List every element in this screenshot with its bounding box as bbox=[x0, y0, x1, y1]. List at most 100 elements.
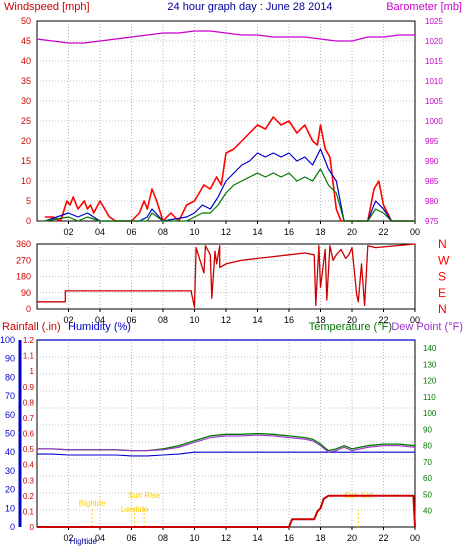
wind-speed-line bbox=[44, 168, 415, 222]
humidity-ytick-label: 20 bbox=[5, 485, 15, 495]
rain-ytick-label: 0.9 bbox=[23, 383, 35, 392]
direction-panel-xtick-label: 06 bbox=[126, 315, 136, 325]
barometer-ytick-label: 1000 bbox=[425, 117, 443, 126]
climate-panel-xtick-label: 04 bbox=[95, 533, 105, 543]
climate-panel-xtick-label: 08 bbox=[158, 533, 168, 543]
temp-ytick-label: 50 bbox=[423, 490, 432, 499]
temp-ytick-label: 120 bbox=[423, 377, 437, 386]
climate-panel-xtick-label: 16 bbox=[284, 533, 294, 543]
wind-avg-line bbox=[44, 148, 415, 222]
direction-panel-xtick-label: 14 bbox=[252, 315, 262, 325]
temp-ytick-label: 100 bbox=[423, 409, 437, 418]
barometer-ytick-label: 990 bbox=[425, 157, 439, 166]
humidity-ytick-label: 0 bbox=[10, 522, 15, 532]
wind-gust-line bbox=[44, 116, 415, 222]
humidity-line bbox=[37, 451, 415, 457]
chart-layer: 0510152025303540455097598098599099510001… bbox=[0, 16, 450, 546]
hightide-label-2: tide bbox=[84, 537, 97, 546]
wind-ytick-label: 5 bbox=[26, 196, 31, 206]
direction-panel-xtick-label: 08 bbox=[158, 315, 168, 325]
humidity-ytick-label: 100 bbox=[0, 335, 15, 345]
wind-ytick-label: 40 bbox=[21, 56, 31, 66]
wind-panel-xtick-label: 18 bbox=[315, 227, 325, 237]
wind-ytick-label: 35 bbox=[21, 76, 31, 86]
wind-panel-xtick-label: 06 bbox=[126, 227, 136, 237]
temp-ytick-label: 60 bbox=[423, 474, 432, 483]
wind-ytick-label: 0 bbox=[26, 216, 31, 226]
temp-ytick-label: 130 bbox=[423, 360, 437, 369]
barometer-ytick-label: 995 bbox=[425, 137, 439, 146]
wind-panel-xtick-label: 20 bbox=[347, 227, 357, 237]
temp-ytick-label: 110 bbox=[423, 393, 436, 402]
climate-panel-xtick-label: 00 bbox=[410, 533, 420, 543]
rain-ytick-label: 0.3 bbox=[23, 476, 35, 485]
rain-ytick-label: 0.8 bbox=[23, 398, 35, 407]
temp-ytick-label: 70 bbox=[423, 458, 432, 467]
rain-ytick-label: 0 bbox=[30, 523, 35, 532]
humidity-axis-label: Humidity (%) bbox=[68, 321, 131, 333]
climate-panel-xtick-label: 10 bbox=[189, 533, 199, 543]
direction-panel-xtick-label: 04 bbox=[95, 315, 105, 325]
rain-ytick-label: 0.7 bbox=[23, 414, 35, 423]
humidity-ytick-label: 50 bbox=[5, 429, 15, 439]
compass-label: E bbox=[438, 286, 446, 300]
event-label: Lowtide bbox=[121, 505, 149, 514]
humidity-ytick-label: 90 bbox=[5, 354, 15, 364]
humidity-ytick-label: 70 bbox=[5, 391, 15, 401]
wind-panel-xtick-label: 22 bbox=[378, 227, 388, 237]
wind-ytick-label: 25 bbox=[21, 116, 31, 126]
humidity-ytick-label: 80 bbox=[5, 372, 15, 382]
rain-ytick-label: 1 bbox=[30, 367, 35, 376]
barometer-ytick-label: 1005 bbox=[425, 97, 443, 106]
wind-panel-xtick-label: 14 bbox=[252, 227, 262, 237]
wind-ytick-label: 30 bbox=[21, 96, 31, 106]
direction-panel-xtick-label: 02 bbox=[63, 315, 73, 325]
climate-panel-xtick-label: 18 bbox=[315, 533, 325, 543]
barometer-ytick-label: 980 bbox=[425, 197, 439, 206]
humidity-ytick-label: 10 bbox=[5, 503, 15, 513]
rain-ytick-label: 1.1 bbox=[23, 352, 35, 361]
direction-ytick-label: 180 bbox=[16, 272, 31, 282]
direction-panel-xtick-label: 12 bbox=[221, 315, 231, 325]
wind-panel-xtick-label: 08 bbox=[158, 227, 168, 237]
humidity-ytick-label: 40 bbox=[5, 447, 15, 457]
climate-panel-xtick-label: 20 bbox=[347, 533, 357, 543]
event-label: Bighide bbox=[79, 499, 106, 508]
rain-ytick-label: 0.4 bbox=[23, 461, 35, 470]
dewpoint-axis-label: Dew Point (°F) bbox=[391, 321, 463, 333]
barometer-ytick-label: 1015 bbox=[425, 57, 443, 66]
rain-ytick-label: 0.1 bbox=[23, 507, 35, 516]
climate-panel-xtick-label: 12 bbox=[221, 533, 231, 543]
rainfall-line bbox=[37, 494, 416, 528]
wind-ytick-label: 45 bbox=[21, 36, 31, 46]
wind-panel-xtick-label: 10 bbox=[189, 227, 199, 237]
chart-title: 24 hour graph day : June 28 2014 bbox=[167, 1, 332, 13]
temp-ytick-label: 80 bbox=[423, 442, 432, 451]
climate-panel-xtick-label: 06 bbox=[126, 533, 136, 543]
direction-panel-xtick-label: 00 bbox=[410, 315, 420, 325]
rainfall-axis-label: Rainfall (.in) bbox=[2, 321, 61, 333]
direction-ytick-label: 0 bbox=[26, 304, 31, 314]
rain-ytick-label: 0.5 bbox=[23, 445, 35, 454]
direction-ytick-label: 360 bbox=[16, 239, 31, 249]
compass-label: W bbox=[438, 253, 450, 267]
wind-ytick-label: 15 bbox=[21, 156, 31, 166]
wind-direction-line bbox=[37, 243, 416, 308]
wind-panel-xtick-label: 12 bbox=[221, 227, 231, 237]
barometer-ytick-label: 985 bbox=[425, 177, 439, 186]
direction-ytick-label: 270 bbox=[16, 255, 31, 265]
barometer-ytick-label: 975 bbox=[425, 217, 439, 226]
climate-panel-xtick-label: 02 bbox=[63, 533, 73, 543]
wind-ytick-label: 10 bbox=[21, 176, 31, 186]
hightide-label: High bbox=[70, 537, 86, 546]
compass-label: N bbox=[438, 237, 447, 251]
dewpoint-line bbox=[37, 434, 416, 453]
wind-axis-label: Windspeed [mph] bbox=[4, 1, 90, 13]
temp-ytick-label: 140 bbox=[423, 344, 437, 353]
direction-panel-xtick-label: 20 bbox=[347, 315, 357, 325]
barometer-ytick-label: 1025 bbox=[425, 17, 443, 26]
temp-ytick-label: 90 bbox=[423, 425, 432, 434]
wind-ytick-label: 20 bbox=[21, 136, 31, 146]
